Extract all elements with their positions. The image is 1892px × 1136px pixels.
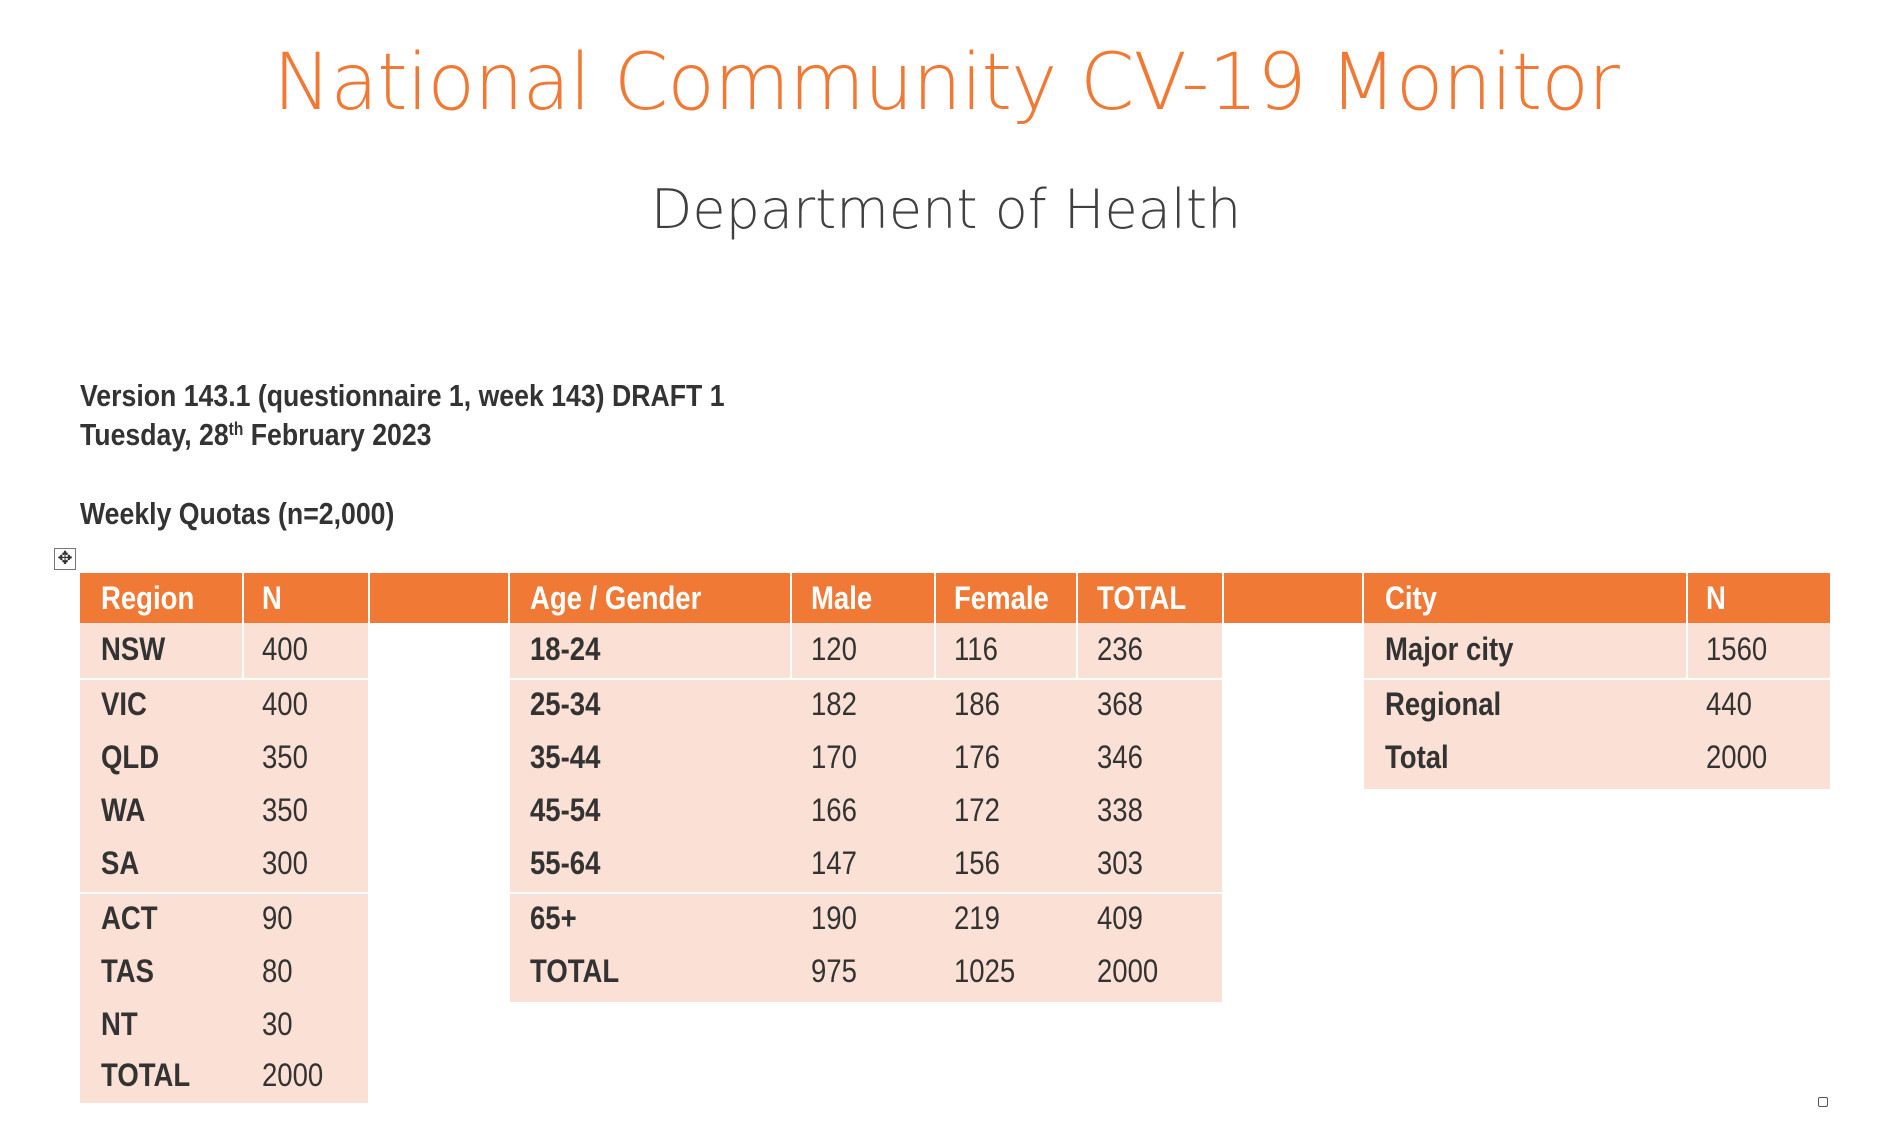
age-table-body bbox=[510, 623, 1222, 1002]
age-row-divider bbox=[510, 892, 1222, 894]
age-group: 18-24 bbox=[530, 631, 601, 667]
region-col-divider bbox=[242, 623, 244, 678]
male-count: 182 bbox=[811, 686, 857, 722]
region-name: ACT bbox=[101, 900, 158, 936]
region-name: QLD bbox=[101, 739, 160, 775]
region-table-header bbox=[80, 573, 368, 623]
city-table-body bbox=[1364, 623, 1830, 789]
date-line: Tuesday, 28th February 2023 bbox=[80, 417, 432, 453]
city-row-divider bbox=[1364, 678, 1830, 680]
city-count: 1560 bbox=[1706, 631, 1768, 667]
region-table-body bbox=[80, 623, 368, 1103]
document-subtitle: Department of Health bbox=[650, 178, 1242, 241]
city-col-divider bbox=[1686, 623, 1688, 678]
city-type: Regional bbox=[1385, 686, 1502, 722]
region-row-divider bbox=[80, 892, 368, 894]
age-group: 65+ bbox=[530, 900, 577, 936]
female-count: 176 bbox=[954, 739, 1000, 775]
male-count: 975 bbox=[811, 953, 857, 989]
region-row-divider bbox=[80, 678, 368, 680]
age-group: TOTAL bbox=[530, 953, 620, 989]
age-group: 25-34 bbox=[530, 686, 601, 722]
region-count: 350 bbox=[262, 739, 308, 775]
city-header-n: N bbox=[1706, 580, 1726, 616]
region-header-divider bbox=[242, 573, 244, 623]
age-col-divider bbox=[1076, 623, 1078, 678]
region-count: 30 bbox=[262, 1006, 293, 1042]
region-count: 80 bbox=[262, 953, 293, 989]
age-table-header bbox=[510, 573, 1222, 623]
header-gap-fill bbox=[370, 573, 508, 623]
male-count: 166 bbox=[811, 792, 857, 828]
female-count: 1025 bbox=[954, 953, 1016, 989]
quota-heading: Weekly Quotas (n=2,000) bbox=[80, 496, 395, 531]
age-header-divider bbox=[1076, 573, 1078, 623]
female-count: 156 bbox=[954, 845, 1000, 881]
city-type: Major city bbox=[1385, 631, 1514, 667]
region-name: WA bbox=[101, 792, 146, 828]
age-col-divider bbox=[934, 623, 936, 678]
female-count: 172 bbox=[954, 792, 1000, 828]
male-count: 170 bbox=[811, 739, 857, 775]
age-group: 55-64 bbox=[530, 845, 601, 881]
region-name: TAS bbox=[101, 953, 154, 989]
date-suffix: February 2023 bbox=[243, 417, 432, 452]
total-count: 303 bbox=[1097, 845, 1143, 881]
female-count: 116 bbox=[954, 631, 998, 667]
age-header-male: Male bbox=[811, 580, 873, 616]
region-name: NT bbox=[101, 1006, 138, 1042]
version-line: Version 143.1 (questionnaire 1, week 143… bbox=[80, 378, 725, 413]
region-header-n: N bbox=[262, 580, 282, 616]
age-col-divider bbox=[790, 623, 792, 678]
male-count: 120 bbox=[811, 631, 857, 667]
region-count: 300 bbox=[262, 845, 308, 881]
header-gap-fill bbox=[1224, 573, 1362, 623]
age-header-label: Age / Gender bbox=[530, 580, 702, 616]
total-count: 338 bbox=[1097, 792, 1143, 828]
region-name: NSW bbox=[101, 631, 166, 667]
city-table-header bbox=[1364, 573, 1830, 623]
age-header-total: TOTAL bbox=[1097, 580, 1187, 616]
age-row-divider bbox=[510, 678, 1222, 680]
age-header-divider bbox=[934, 573, 936, 623]
region-count: 400 bbox=[262, 686, 308, 722]
age-header-divider bbox=[790, 573, 792, 623]
total-count: 2000 bbox=[1097, 953, 1159, 989]
city-type: Total bbox=[1385, 739, 1449, 775]
date-prefix: Tuesday, 28 bbox=[80, 417, 229, 452]
date-ordinal: th bbox=[228, 419, 244, 439]
city-count: 440 bbox=[1706, 686, 1752, 722]
region-name: VIC bbox=[101, 686, 147, 722]
city-header-label: City bbox=[1385, 580, 1437, 616]
resize-handle-icon[interactable] bbox=[1818, 1097, 1828, 1107]
region-count: 2000 bbox=[262, 1057, 324, 1093]
region-name: SA bbox=[101, 845, 140, 881]
document-title: National Community CV-19 Monitor bbox=[273, 38, 1620, 128]
female-count: 219 bbox=[954, 900, 1000, 936]
age-group: 35-44 bbox=[530, 739, 601, 775]
total-count: 368 bbox=[1097, 686, 1143, 722]
region-count: 400 bbox=[262, 631, 308, 667]
city-header-divider bbox=[1686, 573, 1688, 623]
city-count: 2000 bbox=[1706, 739, 1768, 775]
total-count: 236 bbox=[1097, 631, 1143, 667]
male-count: 190 bbox=[811, 900, 857, 936]
region-count: 350 bbox=[262, 792, 308, 828]
female-count: 186 bbox=[954, 686, 1000, 722]
total-count: 346 bbox=[1097, 739, 1143, 775]
total-count: 409 bbox=[1097, 900, 1143, 936]
region-name: TOTAL bbox=[101, 1057, 191, 1093]
age-header-female: Female bbox=[954, 580, 1049, 616]
region-count: 90 bbox=[262, 900, 293, 936]
male-count: 147 bbox=[811, 845, 857, 881]
age-group: 45-54 bbox=[530, 792, 601, 828]
move-handle-icon[interactable]: ✥ bbox=[54, 548, 76, 570]
region-header-label: Region bbox=[101, 580, 195, 616]
